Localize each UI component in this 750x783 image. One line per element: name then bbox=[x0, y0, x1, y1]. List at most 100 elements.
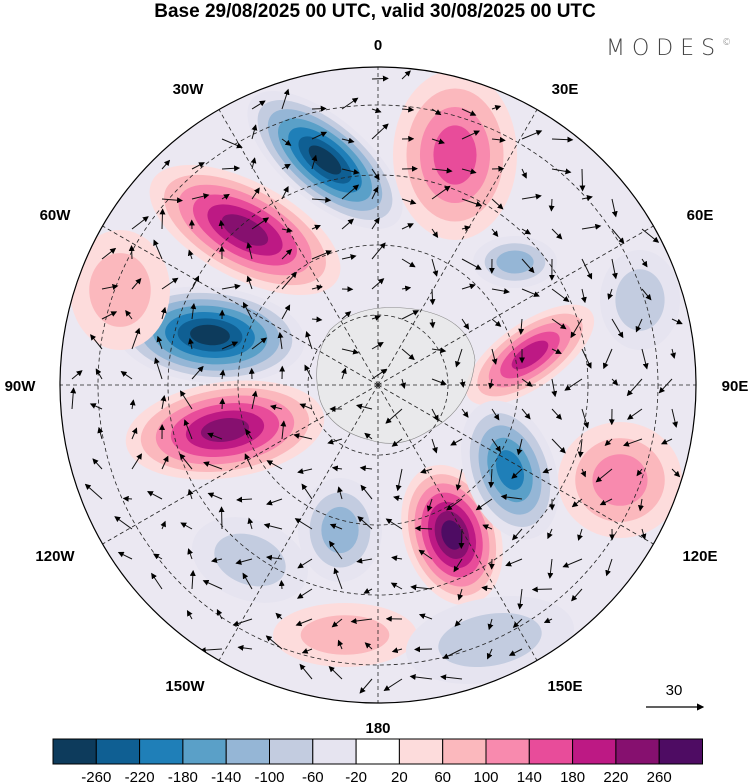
wind-arrow bbox=[626, 378, 643, 397]
wind-arrow bbox=[341, 168, 360, 175]
colorbar-swatch bbox=[312, 738, 357, 765]
wind-arrow bbox=[187, 488, 194, 500]
colorbar-swatch bbox=[615, 738, 660, 765]
wind-arrow bbox=[431, 108, 442, 116]
wind-arrow bbox=[120, 371, 133, 380]
wind-arrow bbox=[491, 408, 500, 421]
wind-arrow bbox=[154, 357, 163, 380]
wind-arrow bbox=[281, 227, 293, 233]
wind-arrow bbox=[356, 557, 373, 564]
wind-arrow bbox=[481, 585, 493, 592]
wind-arrow bbox=[385, 518, 403, 530]
wind-arrow bbox=[266, 498, 283, 506]
longitude-label: 180 bbox=[365, 720, 390, 737]
wind-arrow bbox=[542, 467, 553, 474]
wind-arrow bbox=[521, 168, 527, 179]
colorbar-label: -100 bbox=[254, 769, 284, 783]
colorbar-label: 260 bbox=[647, 769, 672, 783]
meridian-line bbox=[377, 384, 654, 545]
wind-arrow bbox=[221, 341, 239, 350]
wind-arrow bbox=[636, 468, 643, 477]
wind-arrow bbox=[153, 553, 163, 560]
colorbar-swatch bbox=[52, 738, 97, 765]
wind-arrow bbox=[458, 528, 465, 550]
wind-arrow bbox=[455, 348, 463, 368]
anomaly-contour bbox=[441, 520, 463, 550]
meridian-line bbox=[218, 384, 379, 661]
wind-arrow bbox=[517, 588, 524, 610]
wind-arrow bbox=[269, 404, 283, 411]
anomaly-contour bbox=[592, 454, 648, 506]
wind-arrow bbox=[409, 674, 433, 680]
wind-arrow bbox=[281, 304, 291, 320]
wind-arrow bbox=[160, 306, 167, 320]
wind-arrow bbox=[189, 569, 196, 590]
wind-arrow bbox=[90, 334, 103, 350]
wind-arrow bbox=[221, 165, 241, 172]
colorbar-label: 180 bbox=[560, 769, 585, 783]
wind-arrow bbox=[251, 390, 258, 410]
wind-arrow bbox=[602, 348, 613, 370]
wind-arrow bbox=[393, 495, 403, 502]
wind-arrow bbox=[581, 194, 593, 201]
wind-arrow bbox=[486, 648, 493, 660]
wind-arrow bbox=[244, 453, 253, 470]
wind-arrow bbox=[641, 288, 652, 301]
wind-arrow bbox=[251, 217, 270, 230]
wind-arrow bbox=[179, 390, 193, 410]
wind-arrow bbox=[101, 247, 117, 260]
wind-arrow bbox=[442, 648, 463, 659]
anomaly-contour bbox=[615, 269, 665, 331]
wind-arrow bbox=[551, 348, 562, 354]
wind-arrow bbox=[401, 106, 415, 113]
wind-arrow bbox=[571, 588, 583, 602]
wind-arrow bbox=[637, 498, 644, 512]
colorbar-swatch bbox=[442, 738, 487, 765]
wind-arrow bbox=[461, 408, 469, 418]
wind-arrow bbox=[296, 588, 313, 599]
graticule bbox=[60, 67, 696, 703]
wind-arrow bbox=[311, 284, 323, 291]
wind-arrow bbox=[304, 364, 313, 380]
wind-arrow bbox=[356, 403, 373, 410]
wind-arrow bbox=[186, 609, 193, 620]
wind-arrow bbox=[122, 495, 133, 502]
wind-arrow bbox=[453, 558, 463, 573]
wind-arrow bbox=[500, 494, 523, 500]
wind-arrow bbox=[277, 331, 284, 350]
wind-arrow bbox=[341, 137, 355, 144]
meridian-line bbox=[218, 109, 379, 386]
wind-arrow bbox=[266, 460, 283, 470]
wind-arrow bbox=[461, 130, 480, 140]
wind-arrow bbox=[245, 428, 253, 440]
wind-arrow bbox=[391, 647, 403, 654]
wind-arrow bbox=[221, 138, 243, 149]
wind-arrow bbox=[551, 318, 567, 330]
anomaly-contour bbox=[433, 125, 477, 185]
wind-arrow bbox=[250, 157, 257, 170]
wind-arrow bbox=[151, 572, 163, 590]
wind-arrow bbox=[246, 242, 253, 260]
wind-arrow bbox=[446, 498, 463, 511]
wind-arrow bbox=[390, 582, 403, 590]
wind-arrow bbox=[595, 468, 613, 483]
wind-arrow bbox=[156, 335, 163, 350]
modes-logo: MODES© bbox=[606, 36, 731, 61]
wind-arrow bbox=[508, 648, 523, 656]
wind-arrow bbox=[311, 250, 333, 260]
wind-arrow bbox=[131, 327, 141, 350]
wind-arrow bbox=[131, 427, 138, 440]
wind-arrow bbox=[161, 455, 169, 470]
wind-arrow bbox=[671, 468, 681, 478]
wind-arrow bbox=[371, 278, 385, 290]
wind-arrow bbox=[521, 130, 543, 140]
wind-arrow bbox=[521, 228, 532, 235]
wind-arrow bbox=[551, 408, 562, 420]
wind-arrow bbox=[95, 368, 103, 380]
colorbar-label: 20 bbox=[391, 769, 408, 783]
colorbar-swatch bbox=[269, 738, 314, 765]
wind-arrow bbox=[297, 468, 313, 475]
wind-arrow bbox=[281, 138, 292, 146]
wind-arrow bbox=[580, 468, 587, 478]
wind-arrow bbox=[153, 239, 163, 260]
